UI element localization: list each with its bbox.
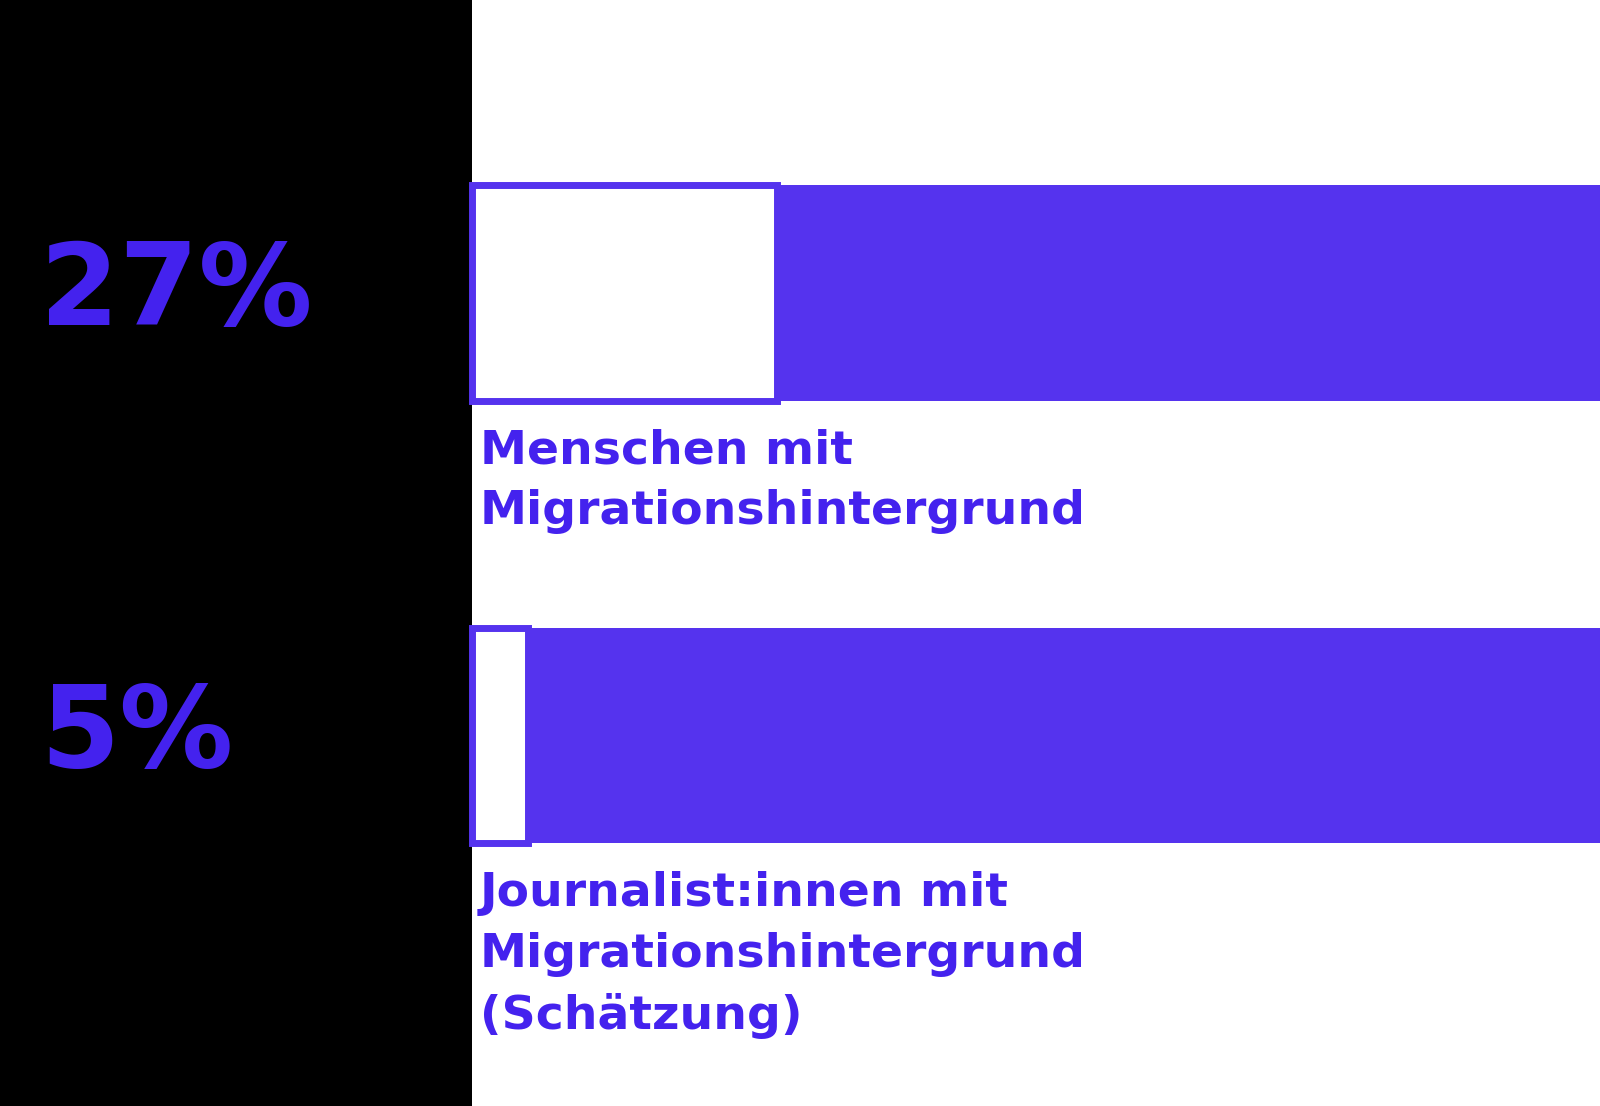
Text: Journalist:innen mit
Migrationshintergrund
(Schätzung): Journalist:innen mit Migrationshintergru… — [480, 872, 1086, 1039]
Bar — [472, 628, 1600, 843]
Text: Menschen mit
Migrationshintergrund: Menschen mit Migrationshintergrund — [480, 429, 1086, 534]
Text: 27%: 27% — [40, 238, 312, 348]
Text: 5%: 5% — [40, 680, 234, 791]
Bar — [0, 0, 472, 1106]
Bar — [472, 185, 1600, 401]
Bar — [472, 628, 528, 843]
Bar — [472, 185, 776, 401]
